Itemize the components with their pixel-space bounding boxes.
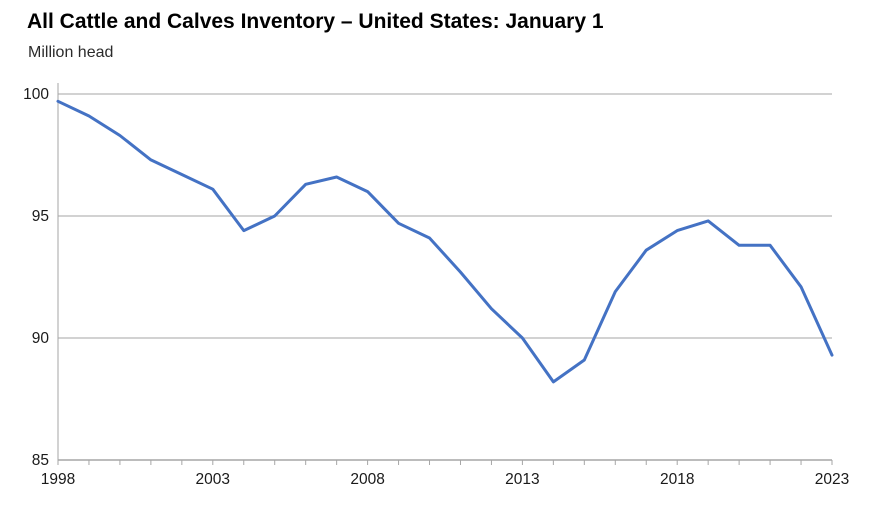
y-tick-label: 85 [32,452,49,469]
x-tick-label: 2013 [505,471,539,488]
x-tick-label: 2008 [350,471,384,488]
x-tick-label: 2003 [196,471,230,488]
x-tick-label: 1998 [41,471,75,488]
x-tick-label: 2018 [660,471,694,488]
inventory-series-line [56,99,834,384]
chart-y-axis-units-label: Million head [28,44,114,61]
x-tick-label: 2023 [815,471,849,488]
y-tick-label: 90 [32,330,50,347]
y-tick-label: 95 [32,208,49,225]
chart-title: All Cattle and Calves Inventory – United… [27,10,604,33]
y-tick-label: 100 [23,86,49,103]
